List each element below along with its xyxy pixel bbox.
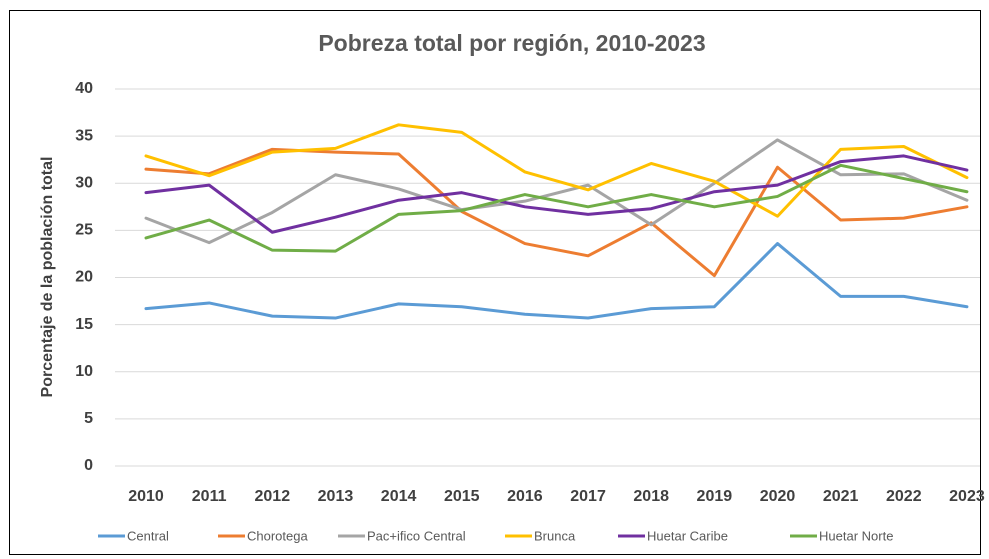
x-tick-label: 2013: [318, 488, 354, 505]
x-tick-label: 2023: [949, 488, 985, 505]
x-tick-label: 2021: [823, 488, 859, 505]
x-tick-label: 2010: [128, 488, 164, 505]
series-line: [144, 242, 969, 320]
x-tick-label: 2011: [192, 488, 227, 505]
chart-title: Pobreza total por región, 2010-2023: [318, 30, 705, 56]
legend-label: Chorotega: [247, 528, 308, 543]
y-tick-label: 40: [75, 80, 93, 97]
series-line: [144, 163, 969, 253]
y-tick-label: 15: [75, 316, 93, 333]
chart-border: [9, 10, 981, 555]
legend-label: Central: [127, 528, 169, 543]
legend-label: Pac+ifico Central: [367, 528, 466, 543]
x-tick-label: 2018: [633, 488, 669, 505]
y-tick-label: 0: [84, 457, 93, 474]
y-tick-label: 20: [75, 269, 93, 286]
x-tick-label: 2012: [255, 488, 291, 505]
x-tick-label: 2014: [381, 488, 417, 505]
y-tick-label: 10: [75, 363, 93, 380]
series-line: [144, 147, 969, 278]
x-tick-label: 2017: [570, 488, 606, 505]
legend-label: Huetar Caribe: [647, 528, 728, 543]
series-line: [144, 123, 969, 218]
legend-label: Brunca: [534, 528, 576, 543]
y-tick-label: 35: [75, 127, 93, 144]
y-tick-label: 30: [75, 174, 93, 191]
legend-label: Huetar Norte: [819, 528, 893, 543]
y-tick-label: 5: [84, 410, 93, 427]
y-axis-label: Porcentaje de la población total: [39, 157, 56, 398]
x-tick-label: 2015: [444, 488, 480, 505]
series-line: [144, 154, 969, 234]
x-tick-label: 2019: [697, 488, 733, 505]
x-tick-label: 2020: [760, 488, 796, 505]
x-tick-label: 2022: [886, 488, 922, 505]
y-tick-label: 25: [75, 222, 93, 239]
x-tick-label: 2016: [507, 488, 543, 505]
